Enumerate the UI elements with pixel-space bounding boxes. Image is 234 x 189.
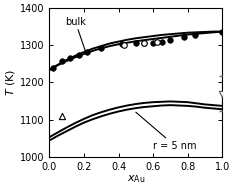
Text: r = 5 nm: r = 5 nm xyxy=(136,112,197,151)
Point xyxy=(220,30,224,33)
Point xyxy=(134,41,138,44)
Point xyxy=(60,114,63,117)
Point xyxy=(160,40,164,43)
Point xyxy=(143,42,146,45)
Point xyxy=(60,60,63,63)
Point xyxy=(182,35,186,38)
Point xyxy=(68,56,72,59)
Point xyxy=(143,42,146,45)
Point xyxy=(122,43,126,46)
Point xyxy=(193,33,196,36)
Point xyxy=(151,41,155,44)
Point xyxy=(51,66,55,69)
Point xyxy=(86,50,89,53)
Y-axis label: $T$ (K): $T$ (K) xyxy=(4,69,17,96)
Point xyxy=(155,40,158,43)
X-axis label: $x_{\mathrm{Au}}$: $x_{\mathrm{Au}}$ xyxy=(127,173,145,185)
Point xyxy=(168,39,172,42)
Point xyxy=(99,47,103,50)
Point xyxy=(220,92,224,95)
Point xyxy=(77,54,81,57)
Point xyxy=(120,43,124,46)
Text: bulk: bulk xyxy=(65,17,86,52)
